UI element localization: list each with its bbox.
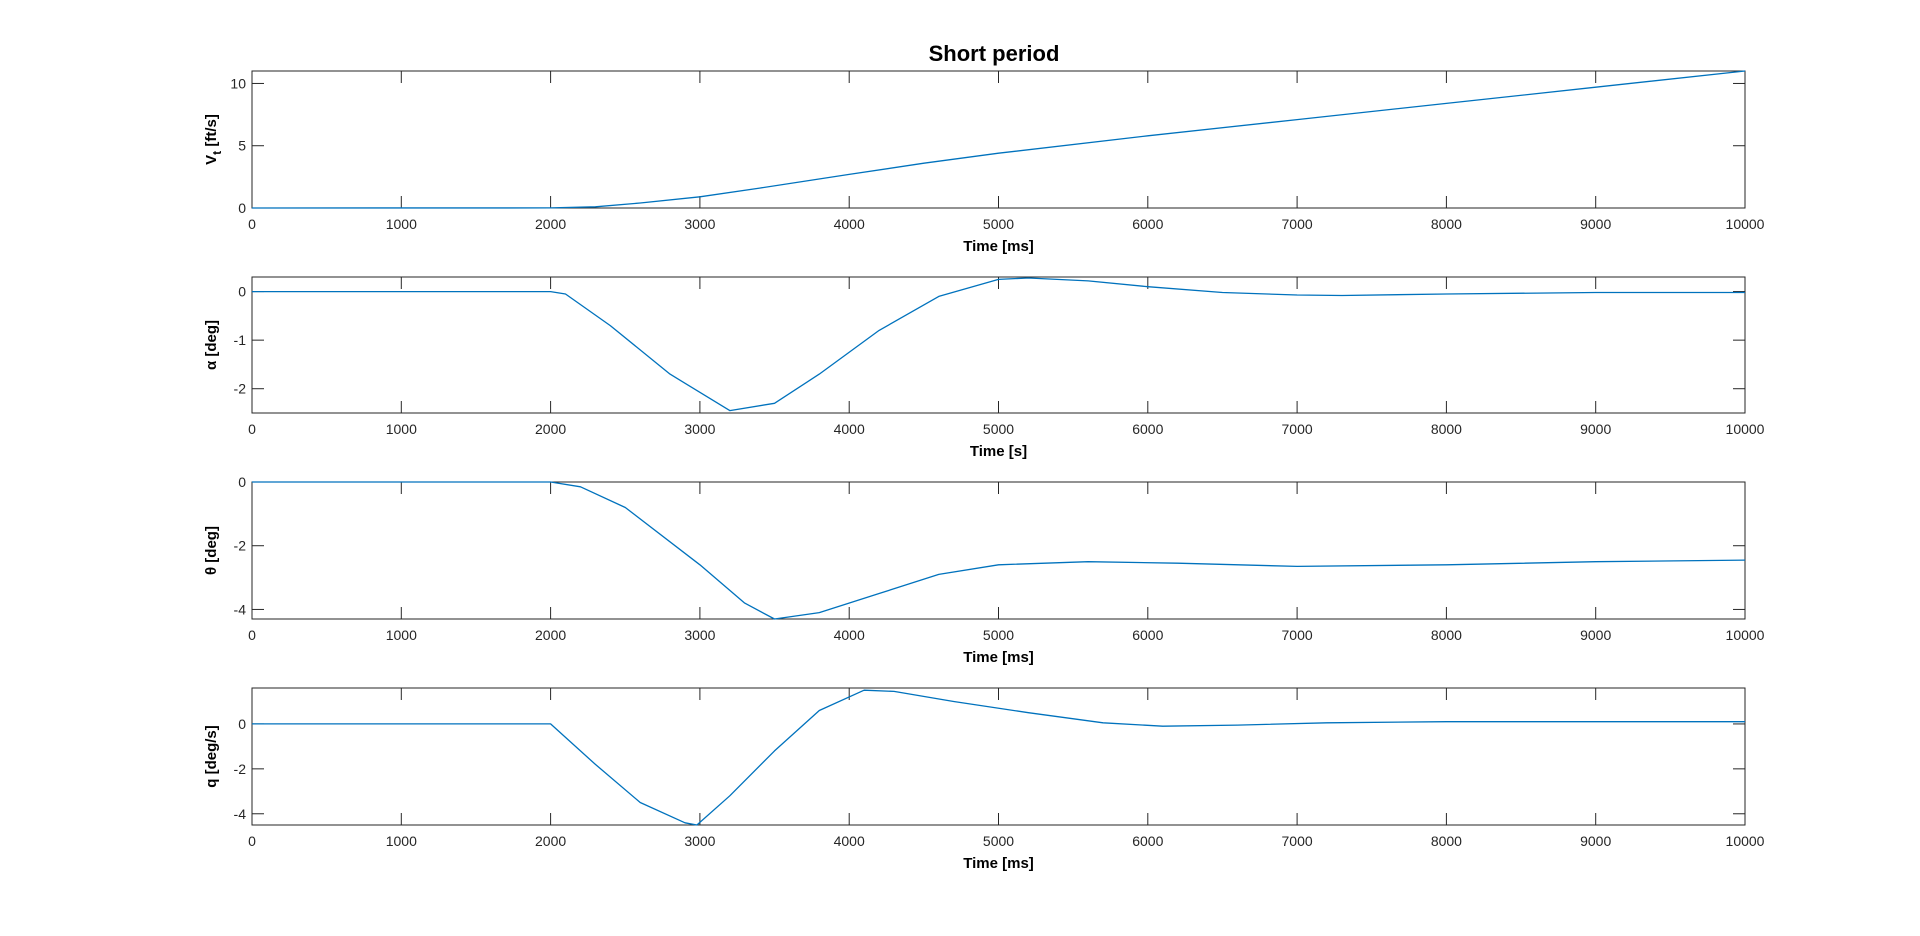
x-tick-label: 10000 bbox=[1726, 216, 1765, 232]
series-line-1 bbox=[252, 277, 1745, 412]
x-tick-label: 4000 bbox=[834, 833, 865, 849]
subplot-4: 0 1000 2000 3000 4000 5000 6000 7000 8000 9000 100… bbox=[203, 687, 1765, 872]
y-tick-label: 0 bbox=[238, 284, 246, 300]
x-tick-label: 10000 bbox=[1726, 421, 1765, 437]
x-axis-label: Time [ms] bbox=[963, 238, 1034, 255]
x-tick-label: 3000 bbox=[684, 216, 715, 232]
x-tick-label: 5000 bbox=[983, 216, 1014, 232]
x-tick-label: 8000 bbox=[1431, 833, 1462, 849]
y-tick-label: -4 bbox=[234, 601, 247, 617]
x-tick-label: 0 bbox=[248, 627, 256, 643]
subplot-1: 0 1000 2000 3000 4000 5000 6000 7000 8000 9000 100… bbox=[203, 70, 1765, 255]
x-tick-label: 10000 bbox=[1726, 833, 1765, 849]
x-tick-label: 4000 bbox=[834, 421, 865, 437]
axes-box bbox=[251, 70, 1746, 209]
y-axis-label: Vt [ft/s] bbox=[203, 114, 224, 165]
x-tick-label: 1000 bbox=[386, 627, 417, 643]
x-tick-label: 1000 bbox=[386, 833, 417, 849]
y-axis-label: θ [deg] bbox=[203, 526, 220, 575]
x-tick-label: 8000 bbox=[1431, 216, 1462, 232]
y-tick-label: -2 bbox=[234, 381, 247, 397]
y-axis-label: α [deg] bbox=[203, 320, 220, 370]
x-tick-label: 3000 bbox=[684, 833, 715, 849]
x-tick-label: 4000 bbox=[834, 216, 865, 232]
series-line-1 bbox=[251, 70, 1746, 209]
x-tick-label: 9000 bbox=[1580, 421, 1611, 437]
x-tick-label: 0 bbox=[248, 216, 256, 232]
x-tick-label: 6000 bbox=[1132, 421, 1163, 437]
x-axis-label: Time [s] bbox=[970, 443, 1027, 460]
axes-box bbox=[251, 481, 1746, 620]
y-tick-label: 5 bbox=[238, 138, 246, 154]
x-tick-label: 7000 bbox=[1282, 421, 1313, 437]
x-tick-label: 7000 bbox=[1282, 833, 1313, 849]
subplots-container: 0 1000 2000 3000 4000 5000 6000 7000 8000 9000 100… bbox=[203, 70, 1765, 872]
axes-box bbox=[251, 687, 1746, 826]
x-tick-label: 9000 bbox=[1580, 216, 1611, 232]
x-tick-label: 6000 bbox=[1132, 833, 1163, 849]
x-tick-label: 5000 bbox=[983, 833, 1014, 849]
y-axis-label: q [deg/s] bbox=[203, 725, 220, 788]
x-tick-label: 9000 bbox=[1580, 627, 1611, 643]
y-tick-label: 0 bbox=[238, 474, 246, 490]
x-tick-label: 10000 bbox=[1726, 627, 1765, 643]
y-tick-label: -4 bbox=[234, 806, 247, 822]
axes-box bbox=[251, 276, 1746, 414]
x-tick-label: 7000 bbox=[1282, 627, 1313, 643]
x-tick-label: 6000 bbox=[1132, 627, 1163, 643]
x-tick-label: 0 bbox=[248, 833, 256, 849]
subplot-2: 0 1000 2000 3000 4000 5000 6000 7000 8000 9000 100… bbox=[203, 276, 1765, 460]
subplot-3: 0 1000 2000 3000 4000 5000 6000 7000 8000 9000 100… bbox=[203, 474, 1765, 666]
x-tick-label: 7000 bbox=[1282, 216, 1313, 232]
x-tick-label: 3000 bbox=[684, 421, 715, 437]
x-tick-label: 5000 bbox=[983, 421, 1014, 437]
x-tick-label: 2000 bbox=[535, 833, 566, 849]
series-line-1 bbox=[252, 689, 1745, 826]
x-tick-label: 8000 bbox=[1431, 627, 1462, 643]
series-line-1 bbox=[252, 481, 1746, 620]
y-tick-label: 0 bbox=[238, 200, 246, 216]
x-tick-label: 2000 bbox=[535, 421, 566, 437]
y-tick-label: -1 bbox=[234, 332, 247, 348]
x-tick-label: 5000 bbox=[983, 627, 1014, 643]
y-tick-label: 0 bbox=[238, 716, 246, 732]
y-tick-label: -2 bbox=[234, 538, 247, 554]
chart-title: Short period bbox=[929, 41, 1060, 66]
x-tick-label: 4000 bbox=[834, 627, 865, 643]
x-tick-label: 0 bbox=[248, 421, 256, 437]
y-tick-label: -2 bbox=[234, 761, 247, 777]
x-tick-label: 2000 bbox=[535, 627, 566, 643]
x-tick-label: 2000 bbox=[535, 216, 566, 232]
x-tick-label: 1000 bbox=[386, 421, 417, 437]
x-tick-label: 8000 bbox=[1431, 421, 1462, 437]
x-axis-label: Time [ms] bbox=[963, 855, 1034, 872]
x-tick-label: 6000 bbox=[1132, 216, 1163, 232]
x-tick-label: 1000 bbox=[386, 216, 417, 232]
x-tick-label: 9000 bbox=[1580, 833, 1611, 849]
x-tick-label: 3000 bbox=[684, 627, 715, 643]
x-axis-label: Time [ms] bbox=[963, 649, 1034, 666]
y-tick-label: 10 bbox=[230, 75, 246, 91]
